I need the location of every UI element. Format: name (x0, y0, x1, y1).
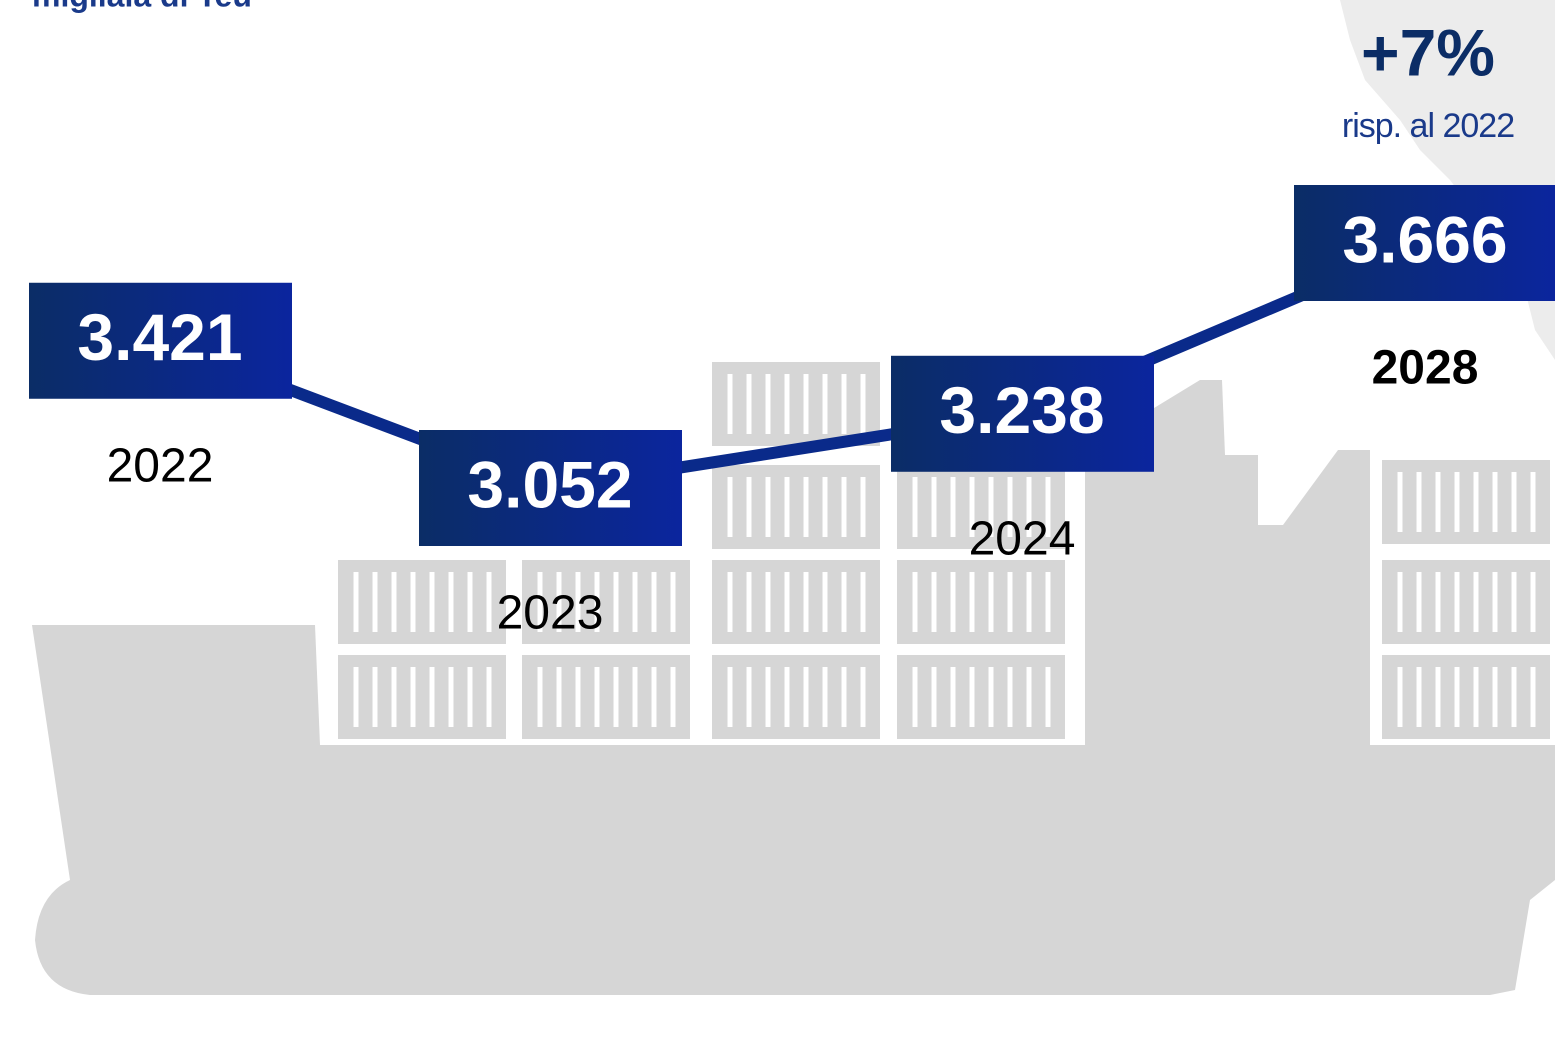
x-tick-label: 2022 (107, 439, 214, 492)
line (157, 237, 1428, 495)
value-box (29, 282, 292, 399)
x-tick-label: 2024 (969, 512, 1076, 565)
x-tick-label: 2028 (1372, 342, 1479, 395)
container (897, 655, 1065, 739)
value-label: 3.666 (1342, 202, 1507, 276)
container (1382, 655, 1550, 739)
container (338, 560, 506, 644)
value-box (419, 430, 682, 546)
container (1382, 560, 1550, 644)
container (712, 655, 880, 739)
value-label: 3.421 (77, 300, 242, 374)
container (338, 655, 506, 739)
hull (32, 380, 1555, 995)
container (1382, 460, 1550, 544)
value-label: 3.238 (939, 373, 1104, 447)
container (897, 560, 1065, 644)
container (712, 362, 880, 446)
chart-subtitle: migliaia di Teu (32, 0, 252, 13)
value-box (891, 355, 1154, 472)
ship-illustration (32, 0, 1555, 995)
container (897, 465, 1065, 549)
container (522, 655, 690, 739)
value-box (1294, 185, 1555, 301)
x-tick-label: 2023 (497, 587, 604, 640)
container (712, 560, 880, 644)
value-label: 3.052 (467, 447, 632, 521)
annotation-change: +7% (1361, 15, 1495, 89)
annotation-note: risp. al 2022 (1342, 107, 1514, 145)
container (522, 560, 690, 644)
map-shape (1340, 0, 1555, 360)
containers (338, 362, 1550, 739)
container (712, 465, 880, 549)
